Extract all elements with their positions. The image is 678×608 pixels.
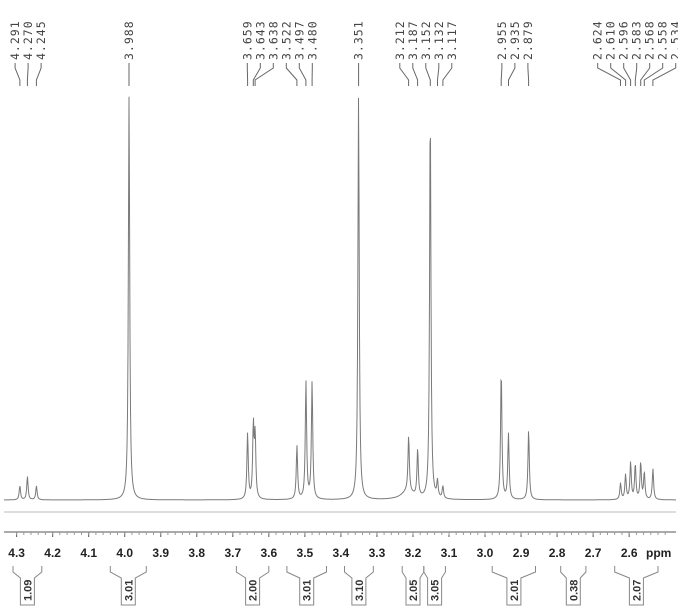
tick-label: 2.8 — [549, 546, 566, 560]
integral-value: 0.38 — [568, 580, 580, 601]
peak-leader — [14, 63, 21, 86]
integral-value: 3.01 — [123, 580, 135, 601]
peak-label: 3.522 — [279, 20, 293, 60]
tick-label: 2.6 — [621, 546, 638, 560]
integral-value: 3.01 — [302, 580, 314, 601]
peak-label: 3.497 — [292, 20, 306, 60]
peak-leader — [254, 63, 274, 86]
peak-label: 3.988 — [122, 20, 136, 60]
integral-bracket — [491, 566, 536, 606]
tick-label: 4.1 — [80, 546, 97, 560]
integral-bracket — [286, 566, 327, 606]
peak-leader — [634, 63, 638, 86]
peak-label: 4.270 — [21, 20, 35, 60]
integral-bracket — [401, 566, 425, 606]
tick-label: 4.2 — [44, 546, 61, 560]
integral-bracket — [344, 566, 374, 606]
x-axis — [4, 511, 676, 533]
integral-bracket — [12, 566, 43, 606]
peak-leader — [412, 63, 419, 86]
peak-leader — [35, 63, 42, 86]
spectrum-line — [4, 96, 676, 501]
peak-label: 3.480 — [305, 20, 319, 60]
peak-leader — [597, 63, 621, 86]
tick-label: 3.0 — [477, 546, 494, 560]
integral-bracket — [235, 566, 270, 606]
peak-leader — [500, 63, 503, 86]
integral-value: 3.05 — [430, 580, 442, 601]
peak-label: 3.659 — [240, 20, 254, 60]
tick-label: 3.7 — [224, 546, 241, 560]
x-axis-ticks: 4.3 4.2 4.1 4.0 3.9 3.8 3.7 3.6 3.5 3.4 3.3 3.2 3.1 3… — [8, 532, 666, 560]
peak-leader — [643, 63, 664, 86]
peak-label: 3.187 — [406, 20, 420, 60]
peak-label: 3.117 — [445, 20, 459, 60]
peak-leader — [298, 63, 307, 86]
peak-leader — [442, 63, 453, 86]
tick-label: 2.9 — [513, 546, 530, 560]
integral-value: 1.09 — [22, 580, 34, 601]
peak-leader-lines — [14, 63, 677, 86]
tick-label: 3.3 — [369, 546, 386, 560]
integral-bracket — [423, 566, 446, 606]
peak-leader — [640, 63, 651, 86]
x-axis-label: ppm — [646, 546, 671, 560]
integral-value: 2.05 — [408, 580, 420, 601]
peak-label: 3.212 — [393, 20, 407, 60]
peak-label: 2.610 — [604, 20, 618, 60]
tick-label: 4.3 — [8, 546, 25, 560]
integral-bracket — [109, 566, 147, 606]
tick-label: 3.8 — [188, 546, 205, 560]
tick-label: 3.5 — [297, 546, 314, 560]
peak-leader — [652, 63, 677, 86]
tick-label: 3.4 — [333, 546, 350, 560]
integral-value: 2.00 — [248, 580, 260, 601]
peak-leader — [252, 63, 261, 86]
tick-label: 4.0 — [116, 546, 133, 560]
peak-leader — [508, 63, 516, 86]
peak-label: 2.935 — [508, 20, 522, 60]
peak-label: 4.291 — [8, 20, 22, 60]
peak-label: 3.643 — [253, 20, 267, 60]
integral-value: 2.01 — [509, 580, 521, 601]
peak-leader — [425, 63, 431, 86]
peak-label: 2.558 — [656, 20, 670, 60]
peak-leader — [285, 63, 298, 86]
peak-label: 3.132 — [432, 20, 446, 60]
peak-leader — [527, 63, 530, 86]
spectrum-trace — [4, 96, 676, 501]
peak-leader — [610, 63, 627, 86]
peak-label: 2.583 — [630, 20, 644, 60]
tick-label: 3.2 — [405, 546, 422, 560]
peak-label: 2.596 — [617, 20, 631, 60]
integral-bracket — [614, 566, 659, 606]
integral-regions: 1.09 3.01 2.00 3.01 3.10 2.05 3.05 2.01 0.38 2.07 — [12, 566, 659, 606]
peak-label: 3.152 — [419, 20, 433, 60]
peak-leader — [623, 63, 632, 86]
tick-label: 3.1 — [441, 546, 458, 560]
tick-label: 2.7 — [585, 546, 602, 560]
tick-label: 3.6 — [260, 546, 277, 560]
integral-value: 2.07 — [631, 580, 643, 601]
tick-label: 3.9 — [152, 546, 169, 560]
peak-label: 3.638 — [266, 20, 280, 60]
peak-label: 2.534 — [669, 20, 678, 60]
peak-leader — [26, 63, 29, 86]
peak-label: 2.955 — [495, 20, 509, 60]
peak-leader — [399, 63, 410, 86]
integral-bracket — [560, 566, 587, 606]
peak-label: 2.624 — [591, 20, 605, 60]
peak-label: 3.351 — [352, 20, 366, 60]
peak-label: 2.568 — [643, 20, 657, 60]
integral-value: 3.10 — [354, 580, 366, 601]
peak-label: 2.879 — [521, 20, 535, 60]
peak-leader — [437, 63, 440, 86]
peak-label: 4.245 — [34, 20, 48, 60]
